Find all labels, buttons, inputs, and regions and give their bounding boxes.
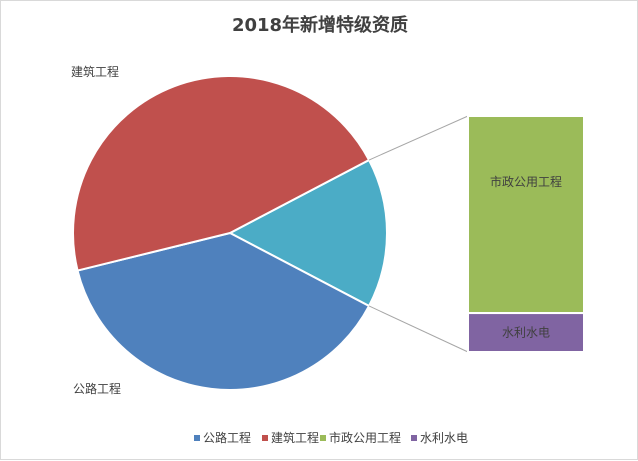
- legend-swatch-1: [262, 435, 268, 441]
- bar-label-1: 水利水电: [502, 326, 550, 340]
- pie-slice-1: [76, 231, 371, 391]
- bar-segment-1: [467, 312, 585, 353]
- pie-slice-other: [227, 158, 388, 308]
- legend-swatch-3: [411, 435, 417, 441]
- pie-label-0: 公路工程: [73, 381, 121, 396]
- connector-line-bottom: [368, 305, 469, 353]
- legend-label-3: 水利水电: [420, 431, 468, 445]
- legend-item-1: 建筑工程: [262, 430, 319, 445]
- legend-label-1: 建筑工程: [271, 430, 319, 445]
- bar-label-0: 市政公用工程: [490, 174, 562, 189]
- legend-item-3: 水利水电: [411, 431, 468, 445]
- legend: 公路工程 建筑工程 市政公用工程 水利水电: [194, 430, 468, 445]
- legend-label-0: 公路工程: [203, 430, 251, 445]
- legend-swatch-2: [320, 435, 326, 441]
- chart-title: 2018年新增特级资质: [232, 14, 408, 36]
- legend-item-2: 市政公用工程: [320, 430, 401, 445]
- connector-line-top: [368, 115, 469, 161]
- legend-item-0: 公路工程: [194, 430, 251, 445]
- bar-segment-0: [467, 115, 585, 315]
- legend-label-2: 市政公用工程: [329, 430, 401, 445]
- pie-label-1: 建筑工程: [71, 64, 119, 79]
- connector-lines: [368, 115, 469, 353]
- pie-slice-2: [72, 75, 371, 272]
- legend-swatch-0: [194, 435, 200, 441]
